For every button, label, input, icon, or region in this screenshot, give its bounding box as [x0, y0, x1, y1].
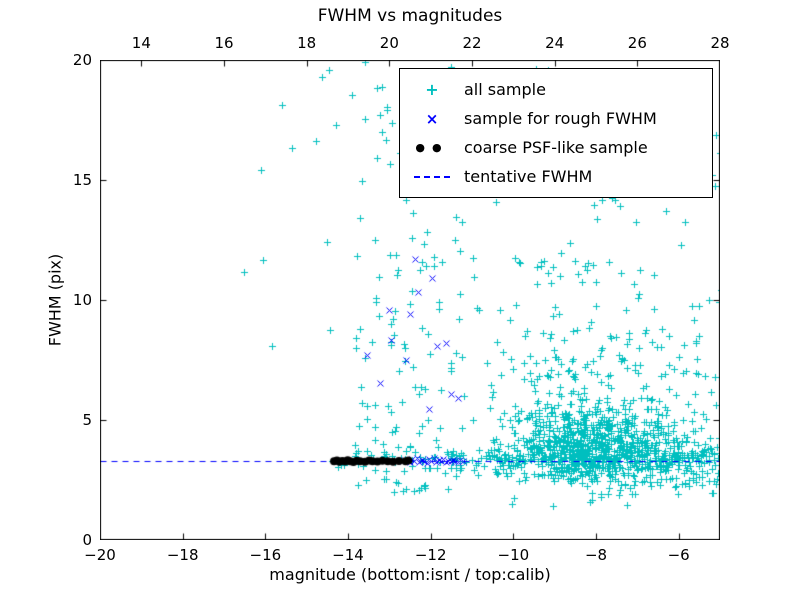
y-tick-label: 20 — [72, 51, 92, 69]
y-tick-label: 0 — [82, 531, 92, 549]
x-tick-label-top: 18 — [297, 34, 317, 52]
x-tick-label-top: 24 — [545, 34, 565, 52]
legend-label: coarse PSF-like sample — [464, 138, 648, 157]
x-tick-label-bottom: −10 — [497, 546, 530, 564]
x-tick-label-bottom: −16 — [249, 546, 282, 564]
x-marker-icon: × — [425, 109, 439, 128]
legend-item-rough-fwhm: × sample for rough FWHM — [410, 104, 702, 133]
x-axis-label: magnitude (bottom:isnt / top:calib) — [269, 565, 551, 584]
x-tick-label-bottom: −12 — [414, 546, 447, 564]
x-tick-label-top: 28 — [710, 34, 730, 52]
y-axis-label: FWHM (pix) — [45, 253, 65, 347]
y-tick-label: 15 — [72, 171, 92, 189]
legend-item-psf-sample: ●● coarse PSF-like sample — [410, 133, 702, 162]
circle-marker-icon: ●● — [415, 141, 449, 154]
legend-item-all-sample: + all sample — [410, 75, 702, 104]
legend: + all sample × sample for rough FWHM ●● … — [399, 68, 713, 198]
legend-item-tentative-fwhm: tentative FWHM — [410, 162, 702, 191]
legend-label: sample for rough FWHM — [464, 109, 657, 128]
x-tick-label-bottom: −20 — [84, 546, 116, 564]
x-tick-label-top: 14 — [131, 34, 151, 52]
legend-label: tentative FWHM — [464, 167, 593, 186]
y-tick-label: 10 — [72, 291, 92, 309]
x-tick-label-bottom: −6 — [667, 546, 690, 564]
chart-title: FWHM vs magnitudes — [317, 6, 503, 26]
plus-marker-icon: + — [425, 80, 439, 99]
dashed-line-icon — [414, 175, 450, 178]
x-tick-label-top: 22 — [462, 34, 482, 52]
x-tick-label-bottom: −8 — [584, 546, 608, 564]
y-tick-label: 5 — [82, 411, 92, 429]
legend-label: all sample — [464, 80, 546, 99]
x-tick-label-top: 16 — [214, 34, 234, 52]
x-tick-label-bottom: −18 — [166, 546, 199, 564]
x-tick-label-bottom: −14 — [332, 546, 364, 564]
x-tick-label-top: 20 — [379, 34, 399, 52]
x-tick-label-top: 26 — [627, 34, 647, 52]
